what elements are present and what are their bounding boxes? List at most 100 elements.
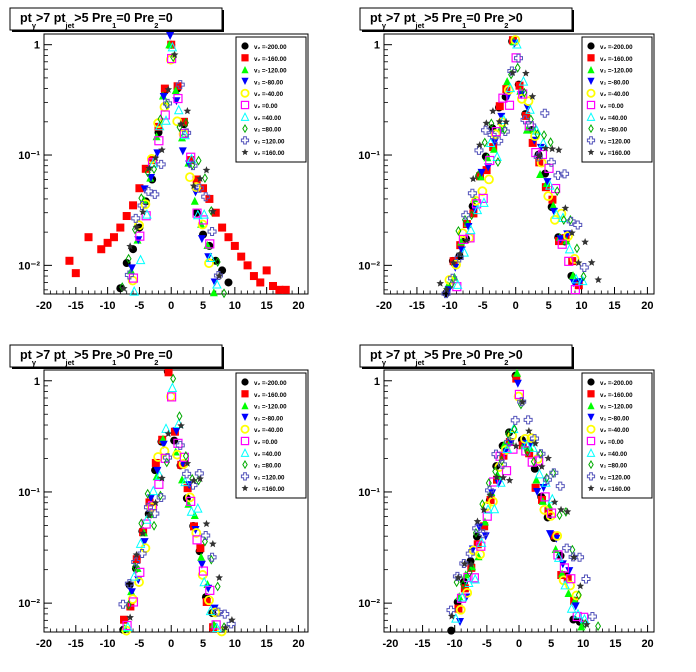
data-point [143, 502, 153, 512]
legend-marker [587, 148, 595, 156]
data-point [499, 473, 507, 481]
data-point [153, 452, 164, 462]
data-point [127, 594, 138, 604]
data-point [153, 466, 162, 475]
data-point [492, 151, 502, 161]
legend-marker [586, 100, 596, 110]
title-box [359, 344, 573, 368]
legend-label: v₂ =120.00 [600, 138, 631, 145]
data-point [189, 181, 198, 190]
data-point [452, 279, 463, 289]
data-point [146, 174, 155, 183]
title-subscript: 1 [462, 21, 466, 30]
data-point [164, 368, 173, 377]
data-point [571, 602, 580, 611]
x-tick-label: -5 [482, 638, 492, 650]
data-point [553, 552, 564, 562]
data-point [478, 529, 488, 539]
data-point [581, 238, 589, 246]
data-point [126, 613, 134, 621]
data-point [132, 223, 141, 231]
data-point [154, 136, 164, 146]
y-tick-label: 10⁻¹ [358, 487, 380, 499]
data-point [512, 442, 520, 450]
legend-label: v₂ =-200.00 [600, 44, 633, 51]
title-text: >5 Pre [424, 11, 462, 25]
legend-marker [587, 413, 595, 421]
data-point [565, 580, 575, 591]
plot-area [65, 31, 290, 299]
data-point [535, 158, 544, 167]
y-tick-label: 10⁻² [358, 260, 380, 272]
y-tick-label: 10⁻¹ [18, 150, 40, 162]
data-point [485, 137, 496, 147]
data-point [497, 459, 507, 469]
data-point [145, 164, 154, 172]
x-tick-label: -5 [478, 300, 488, 312]
data-point [477, 186, 488, 197]
legend-label: v₂ =-200.00 [254, 44, 287, 51]
data-point [129, 570, 140, 581]
data-point [536, 170, 545, 179]
data-point [455, 225, 462, 236]
data-point [204, 258, 214, 269]
legend-marker [241, 378, 249, 386]
data-point [575, 590, 582, 600]
data-point [573, 608, 583, 619]
data-point [65, 256, 74, 265]
data-point [582, 620, 591, 628]
data-point [281, 285, 290, 294]
data-point [125, 253, 132, 264]
data-point [190, 196, 199, 205]
data-point [166, 31, 175, 40]
legend-label: v₂ =40.00 [254, 115, 282, 122]
legend-marker [240, 136, 250, 145]
title-text: pt [20, 11, 33, 25]
legend-label: v₂ =120.00 [254, 138, 285, 145]
legend-label: v₂ =120.00 [254, 474, 285, 481]
legend-label: v₂ =0.00 [254, 439, 278, 446]
data-point [502, 117, 510, 126]
data-point [237, 252, 246, 261]
x-tick-label: -5 [135, 300, 145, 312]
legend-label: v₂ =-120.00 [600, 404, 633, 411]
legend-marker [587, 54, 595, 62]
title-subscript: jet [65, 21, 75, 30]
data-point [482, 119, 491, 127]
data-point [556, 235, 565, 244]
data-point [497, 112, 506, 121]
data-point [485, 477, 492, 488]
data-point [481, 125, 491, 135]
data-point [573, 220, 583, 230]
title-subscript: γ [32, 358, 37, 367]
data-point [464, 223, 473, 232]
data-point [201, 192, 211, 202]
data-point [198, 215, 209, 225]
legend-marker [241, 66, 249, 74]
data-point [518, 89, 528, 99]
legend-label: v₂ =-120.00 [254, 68, 287, 75]
data-point [540, 492, 550, 502]
legend-marker [586, 88, 596, 98]
data-point [488, 489, 497, 498]
data-point [533, 488, 542, 497]
data-point [275, 285, 284, 294]
data-point [553, 550, 563, 560]
x-tick-label: 15 [261, 638, 273, 650]
x-tick-label: 10 [229, 300, 241, 312]
panel-title: ptγ>7 ptjet>5 Pre1>0 Pre2>0 [370, 348, 523, 367]
title-text: >0 Pre [116, 348, 154, 362]
x-tick-label: -10 [442, 300, 458, 312]
plot-area [118, 367, 236, 637]
data-point [587, 612, 597, 622]
data-point [502, 443, 513, 454]
x-tick-label: 10 [575, 300, 587, 312]
title-text: =0 Pre [466, 11, 504, 25]
data-point [541, 183, 550, 192]
legend-label: v₂ =-120.00 [600, 68, 633, 75]
x-tick-label: 0 [168, 300, 174, 312]
data-point [480, 522, 489, 531]
legend-marker [242, 460, 248, 470]
data-point [135, 184, 144, 193]
